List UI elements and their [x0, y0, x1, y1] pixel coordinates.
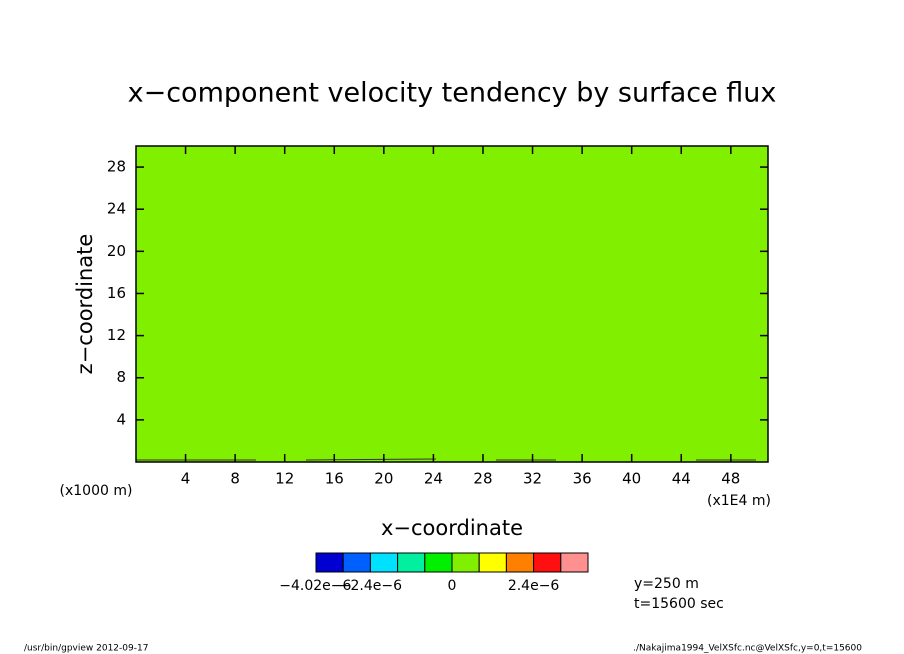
colorbar-swatch: [315, 552, 344, 573]
colorbar-swatch: [397, 552, 426, 573]
chart-title: x−component velocity tendency by surface…: [128, 78, 777, 109]
colorbar-swatch: [560, 552, 589, 573]
colorbar-swatch: [478, 552, 507, 573]
x-tick-label: 48: [721, 470, 740, 488]
plot-frame: [135, 145, 769, 463]
colorbar-tick-label: −2.4e−6: [339, 578, 402, 594]
annotation: t=15600 sec: [634, 596, 724, 612]
colorbar-swatch: [533, 552, 562, 573]
x-tick-label: 24: [424, 470, 443, 488]
contour-line: [136, 458, 756, 461]
x-tick-label: 12: [275, 470, 294, 488]
y-unit: (x1000 m): [60, 483, 133, 499]
footer: ./Nakajima1994_VelXSfc.nc@VelXSfc,y=0,t=…: [633, 644, 862, 654]
colorbar-tick-label: −4.02e−6: [279, 578, 351, 594]
x-tick-label: 4: [181, 470, 191, 488]
colorbar-swatch: [451, 552, 480, 573]
y-tick-label: 16: [107, 284, 126, 302]
y-tick-label: 4: [116, 410, 126, 428]
y-tick-label: 28: [107, 158, 126, 176]
colorbar-tick-label: 0: [448, 578, 457, 594]
x-tick-label: 32: [523, 470, 542, 488]
x-tick-label: 40: [622, 470, 641, 488]
x-tick-label: 28: [473, 470, 492, 488]
x-tick-label: 20: [374, 470, 393, 488]
y-tick-label: 8: [116, 368, 126, 386]
y-tick-label: 24: [107, 200, 126, 218]
x-tick-label: 16: [325, 470, 344, 488]
x-unit: (x1E4 m): [707, 493, 771, 509]
colorbar-swatch: [369, 552, 399, 573]
x-tick-label: 36: [573, 470, 592, 488]
y-tick-label: 20: [107, 242, 126, 260]
field-fill: [136, 146, 768, 462]
colorbar-tick-label: 2.4e−6: [508, 578, 560, 594]
colorbar-swatch: [424, 552, 453, 573]
footer: /usr/bin/gpview 2012-09-17: [24, 644, 148, 654]
colorbar-swatch: [505, 552, 535, 573]
y-tick-label: 12: [107, 326, 126, 344]
y-axis-label: z−coordinate: [73, 234, 97, 375]
x-tick-label: 44: [672, 470, 691, 488]
x-axis-label: x−coordinate: [381, 516, 523, 540]
colorbar-swatch: [342, 552, 371, 573]
annotation: y=250 m: [634, 576, 699, 592]
x-tick-label: 8: [230, 470, 240, 488]
